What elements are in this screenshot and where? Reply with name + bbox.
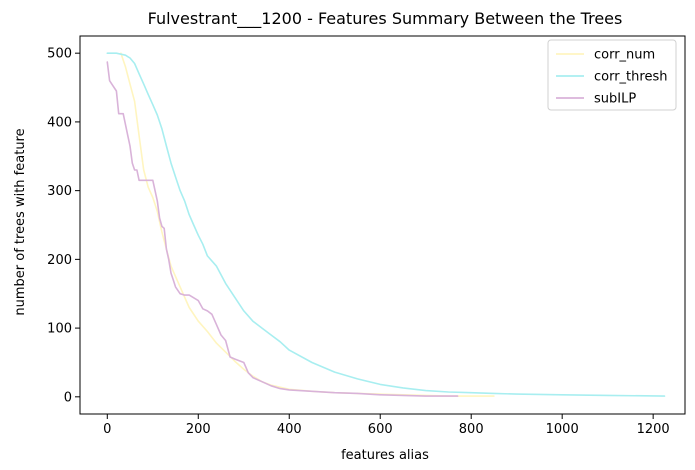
x-tick-label: 0 [103, 422, 111, 437]
x-tick-label: 200 [186, 422, 211, 437]
y-tick-label: 100 [47, 322, 72, 337]
y-tick-label: 200 [47, 253, 72, 268]
chart-title: Fulvestrant___1200 - Features Summary Be… [148, 9, 623, 29]
x-tick-label: 800 [459, 422, 484, 437]
legend-label: subILP [594, 92, 636, 107]
series-line-subILP [106, 61, 459, 397]
x-axis: 0 200 400 600 800 1000 1200 [103, 414, 670, 437]
x-tick-label: 1000 [546, 422, 579, 437]
legend-label: corr_num [594, 48, 655, 63]
y-axis-label: number of trees with feature [13, 128, 28, 315]
x-axis-label: features alias [341, 448, 429, 463]
y-tick-label: 500 [47, 47, 72, 62]
x-tick-label: 1200 [637, 422, 670, 437]
x-tick-label: 400 [277, 422, 302, 437]
series-line-corr-thresh [106, 52, 666, 397]
legend-frame [547, 39, 677, 111]
y-tick-label: 300 [47, 184, 72, 199]
y-tick-label: 400 [47, 115, 72, 130]
axes-frame [79, 35, 686, 415]
plot-area: 0 200 400 600 800 1000 1200 0 100 200 300 400 500 [47, 35, 686, 437]
series-layer [106, 52, 666, 397]
y-axis: 0 100 200 300 400 500 [47, 47, 80, 405]
y-tick-label: 0 [64, 390, 72, 405]
x-tick-label: 600 [368, 422, 393, 437]
legend: corr_num corr_thresh subILP [547, 39, 677, 111]
legend-label: corr_thresh [594, 70, 667, 85]
